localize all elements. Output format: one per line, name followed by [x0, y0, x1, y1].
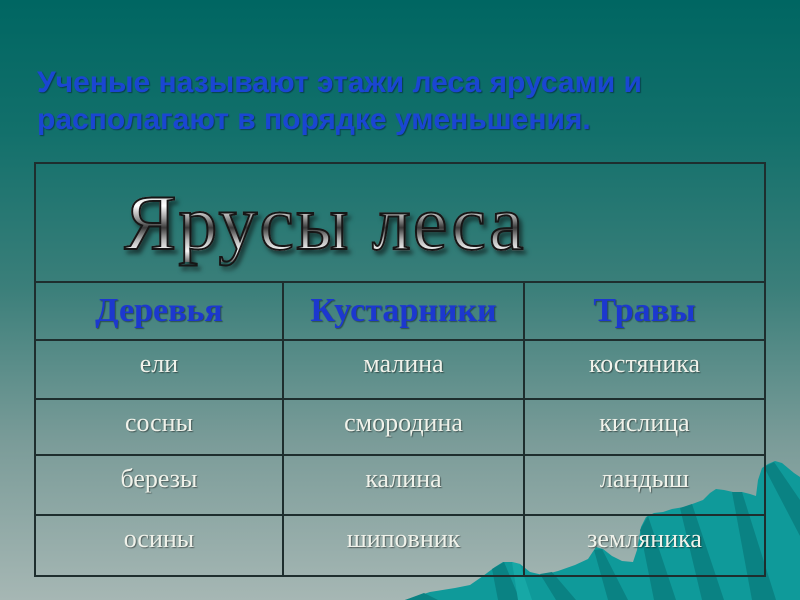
- table-cell: березы: [36, 454, 284, 516]
- table-cell: костяника: [523, 339, 764, 400]
- table-row: ели малина костяника: [36, 339, 764, 400]
- column-header-trees: Деревья: [36, 283, 284, 341]
- column-header-shrubs: Кустарники: [282, 283, 525, 341]
- table-header-row: Деревья Кустарники Травы: [36, 283, 764, 341]
- wordart-title: Ярусы леса: [123, 178, 526, 266]
- table-cell: земляника: [523, 514, 764, 575]
- table-row: сосны смородина кислица: [36, 398, 764, 456]
- intro-text-line1: Ученые называют этажи леса ярусами и: [37, 66, 642, 99]
- intro-text-line2: располагают в порядке уменьшения.: [37, 103, 591, 136]
- table-cell: сосны: [36, 398, 284, 456]
- layers-table: Деревья Кустарники Травы ели малина кост…: [36, 283, 764, 575]
- table-cell: кислица: [523, 398, 764, 456]
- column-header-grasses: Травы: [523, 283, 764, 341]
- table-cell: шиповник: [282, 514, 525, 575]
- table-row: осины шиповник земляника: [36, 514, 764, 575]
- table-cell: осины: [36, 514, 284, 575]
- table-cell: ели: [36, 339, 284, 400]
- table-cell: калина: [282, 454, 525, 516]
- wordart-title-row: Ярусы леса: [36, 164, 764, 283]
- table-cell: смородина: [282, 398, 525, 456]
- intro-text: Ученые называют этажи леса ярусами и рас…: [37, 64, 727, 138]
- table-row: березы калина ландыш: [36, 454, 764, 516]
- table-cell: малина: [282, 339, 525, 400]
- table-cell: ландыш: [523, 454, 764, 516]
- layers-table-frame: Ярусы леса Деревья Кустарники Травы ели …: [34, 162, 766, 577]
